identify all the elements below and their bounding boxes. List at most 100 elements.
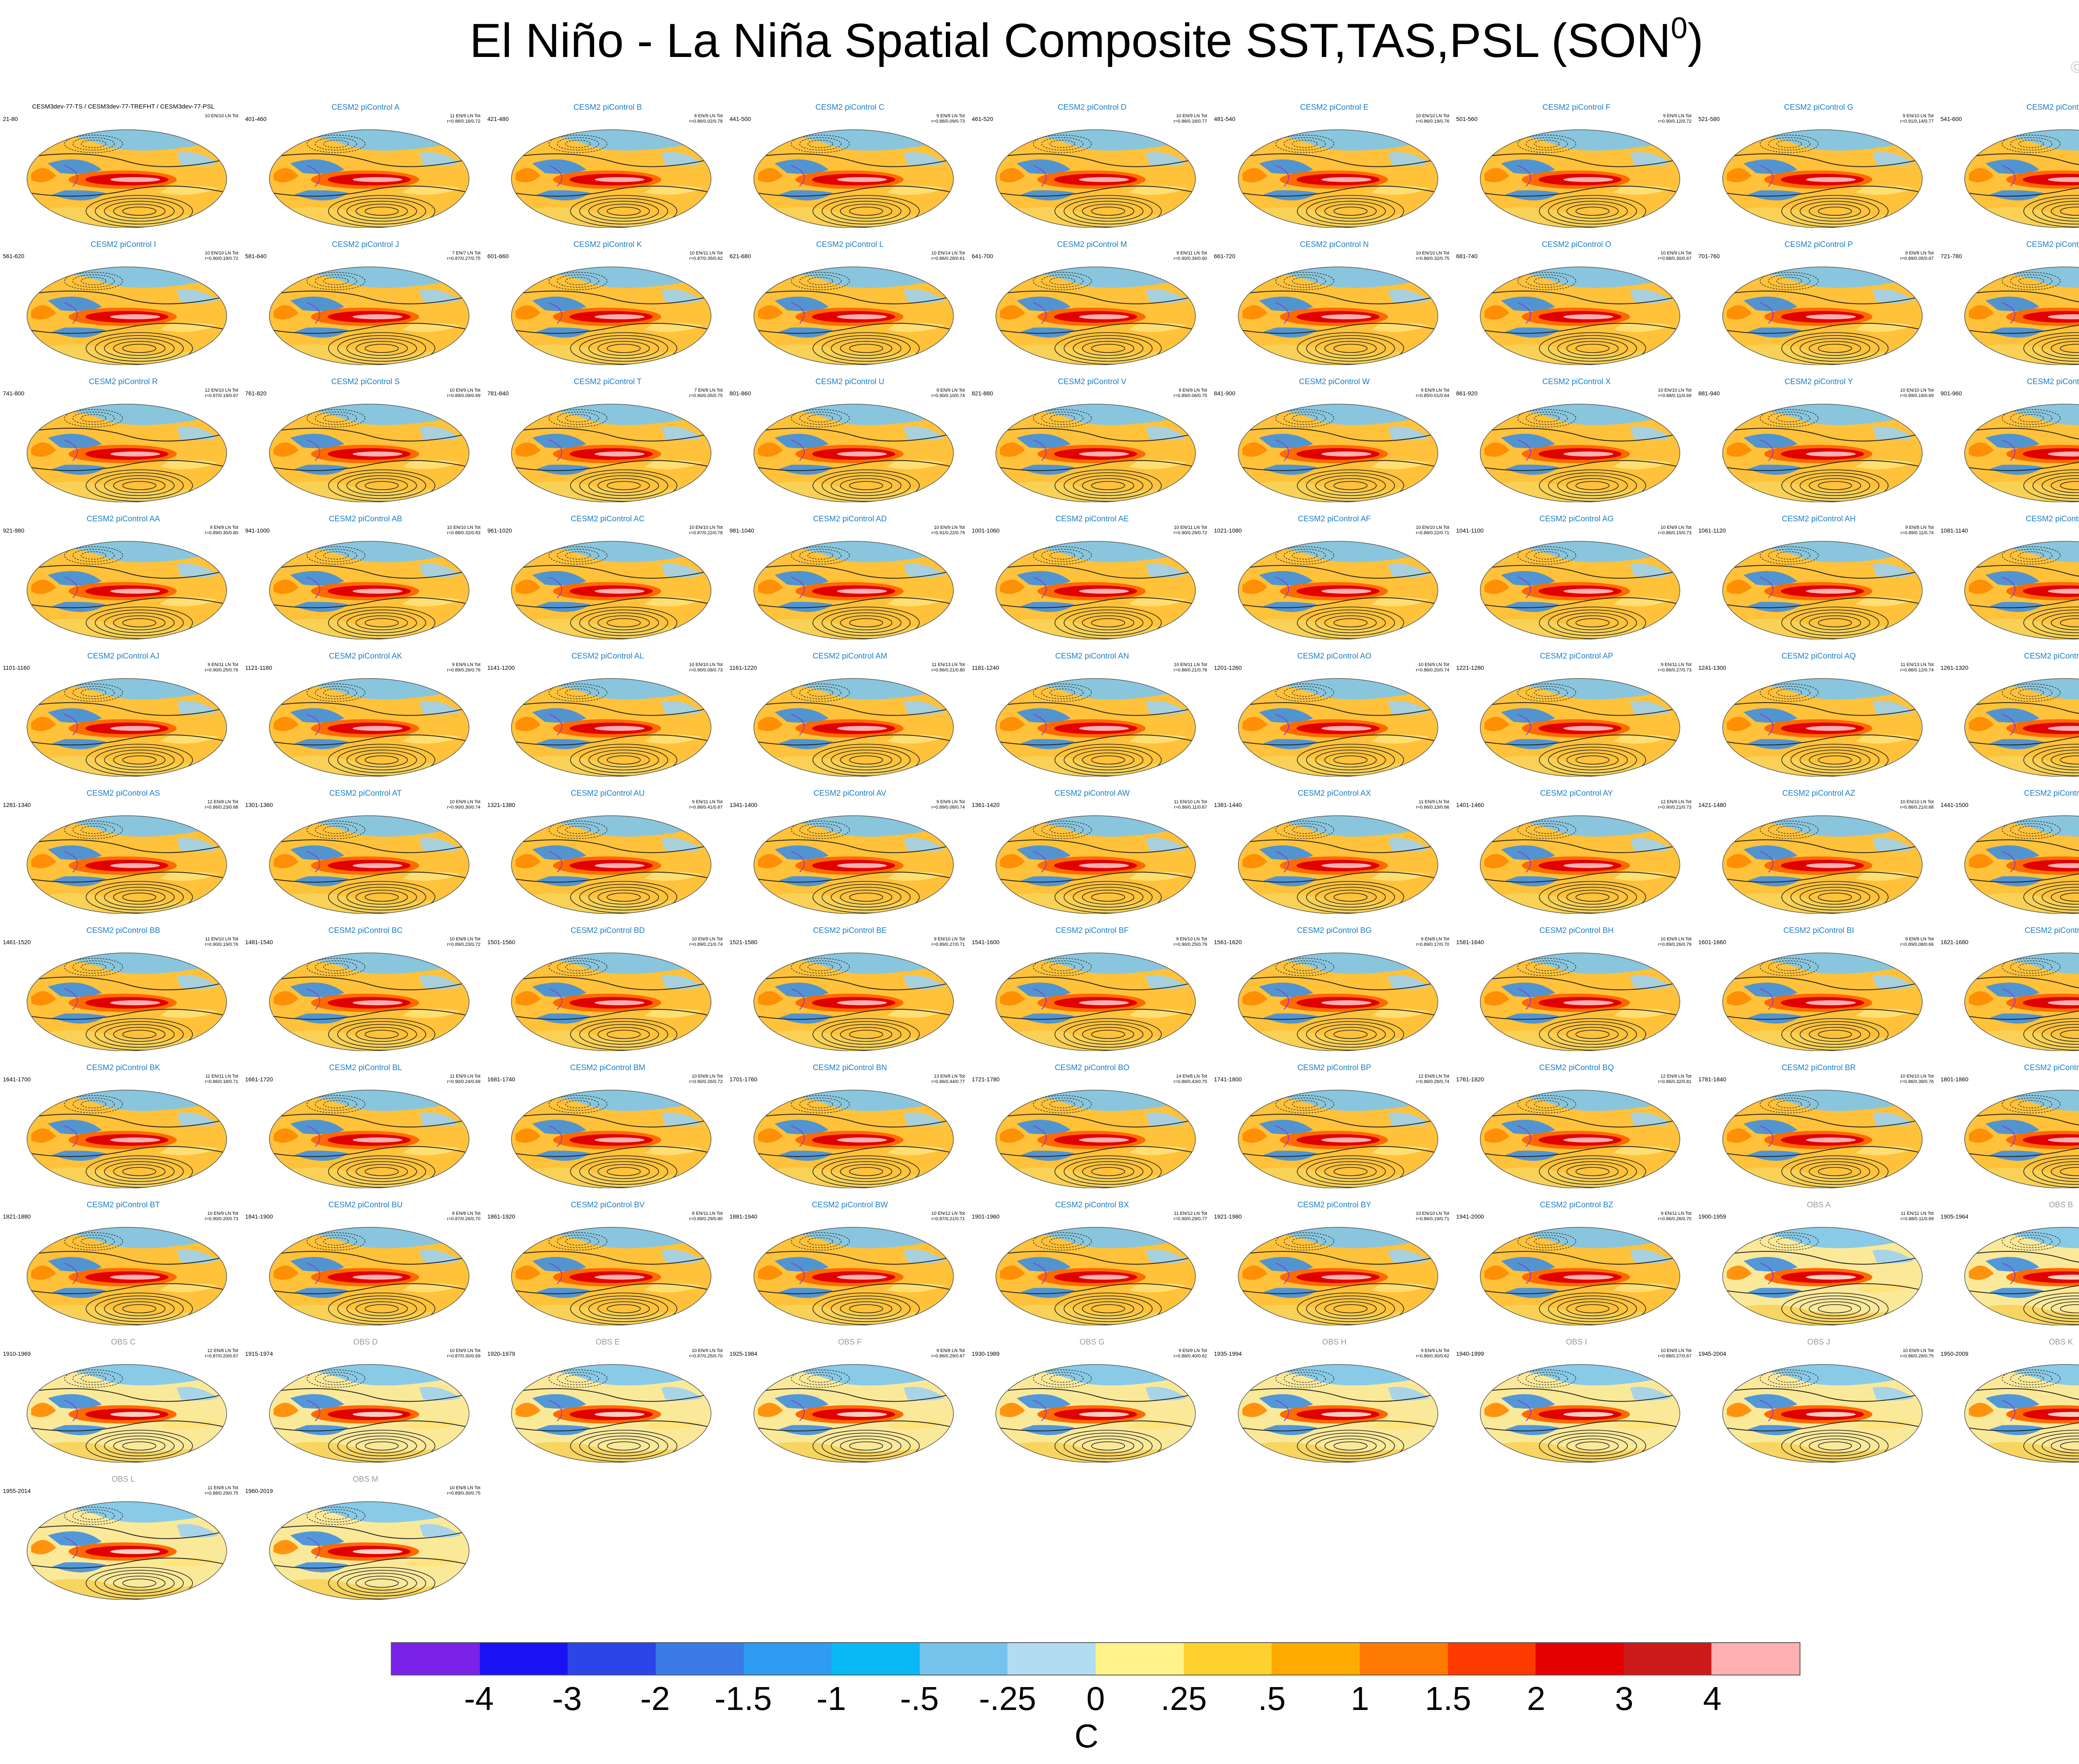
panel-stats: 8 EN/11 LN Tot r=0.89/0.29/0.80 bbox=[689, 1211, 723, 1221]
panel-title: CESM2 piControl BX bbox=[1055, 1201, 1129, 1209]
globe-map bbox=[27, 1227, 227, 1325]
panel-stats: 10 EN/9 LN Tot r=0.90/0.30/0.74 bbox=[447, 799, 481, 810]
globe-map bbox=[1722, 952, 1923, 1051]
panel-years: 441-500 bbox=[729, 116, 751, 122]
panel-stats: 10 EN/9 LN Tot r=0.86/0.20/0.74 bbox=[1416, 662, 1449, 673]
panel-stats: 10 EN/10 LN Tot r=0.90/0.08/0.73 bbox=[689, 662, 723, 673]
panel-title: CESM2 piControl BB bbox=[86, 926, 160, 935]
map-panel: CESM2 piControl W 841-900 9 EN/9 LN Tot r=0… bbox=[1213, 365, 1456, 502]
globe-map bbox=[269, 1227, 469, 1325]
globe-map bbox=[511, 404, 711, 502]
panel-grid: CESM3dev-77-TS / CESM3dev-77-TREFHT / CE… bbox=[2, 91, 2079, 1600]
map-panel: CESM2 piControl BU 1841-1900 8 EN/8 LN Tot… bbox=[244, 1188, 487, 1325]
globe-map bbox=[269, 541, 469, 639]
panel-years: 1041-1100 bbox=[1456, 527, 1484, 534]
map-panel: CESM2 piControl R 741-800 12 EN/10 LN Tot r… bbox=[2, 365, 244, 502]
globe-map bbox=[995, 266, 1196, 365]
panel-title: CESM2 piControl AY bbox=[1540, 789, 1613, 798]
panel-stats: 10 EN/10 LN Tot r=0.86/0.32/0.75 bbox=[1415, 251, 1449, 261]
map-panel: OBS I 1940-1999 10 EN/9 LN Tot r=0.88/0.27/… bbox=[1455, 1325, 1698, 1463]
panel-years: 921-980 bbox=[3, 527, 25, 534]
globe-map bbox=[269, 129, 469, 228]
panel-stats: 12 EN/8 LN Tot r=0.86/0.32/0.81 bbox=[1658, 1074, 1691, 1084]
colorbar-tick-label: -1.5 bbox=[714, 1680, 772, 1717]
globe-map bbox=[511, 815, 711, 914]
panel-years: 861-920 bbox=[1456, 390, 1478, 397]
map-panel: CESM2 piControl BM 1681-1740 10 EN/8 LN To… bbox=[486, 1051, 729, 1188]
panel-years: 701-760 bbox=[1698, 253, 1720, 259]
map-panel: CESM2 piControl BX 1901-1960 11 EN/12 LN T… bbox=[971, 1188, 1213, 1325]
panel-title: OBS A bbox=[1807, 1201, 1831, 1209]
globe-map bbox=[27, 404, 227, 502]
panel-title: CESM2 piControl N bbox=[1300, 240, 1369, 249]
panel-title: CESM2 piControl BG bbox=[1297, 926, 1372, 935]
globe-map bbox=[27, 952, 227, 1051]
panel-years: 1361-1420 bbox=[972, 802, 1000, 808]
panel-stats: 12 EN/9 LN Tot r=0.90/0.21/0.73 bbox=[1658, 799, 1691, 810]
globe-map bbox=[753, 815, 954, 914]
map-panel: CESM2 piControl AW 1361-1420 11 EN/10 LN T… bbox=[971, 777, 1213, 914]
panel-title: OBS D bbox=[353, 1338, 378, 1347]
panel-stats: 11 EN/13 LN Tot r=0.86/0.12/0.74 bbox=[1900, 662, 1934, 673]
globe-map bbox=[1480, 129, 1680, 228]
map-panel: OBS J 1945-2004 10 EN/9 LN Tot r=0.86/0.29/… bbox=[1698, 1325, 1940, 1463]
globe-map bbox=[27, 1364, 227, 1463]
panel-years: 1960-2019 bbox=[245, 1488, 273, 1494]
panel-years: 1241-1300 bbox=[1698, 664, 1726, 671]
globe-map bbox=[1964, 1227, 2079, 1325]
panel-title: CESM2 piControl X bbox=[1542, 377, 1611, 386]
map-panel: CESM2 piControl T 781-840 7 EN/8 LN Tot r=0… bbox=[486, 365, 729, 502]
panel-stats: 10 EN/11 LN Tot r=0.86/0.21/0.78 bbox=[1173, 662, 1207, 673]
globe-map bbox=[27, 129, 227, 228]
panel-stats: 9 EN/10 LN Tot r=0.89/0.27/0.71 bbox=[931, 937, 965, 947]
panel-years: 1181-1240 bbox=[972, 664, 999, 671]
panel-years: 1801-1860 bbox=[1941, 1076, 1968, 1083]
globe-map bbox=[995, 815, 1196, 914]
globe-map bbox=[511, 952, 711, 1051]
panel-stats: 10 EN/10 LN Tot r=0.86/0.22/0.71 bbox=[1415, 525, 1449, 535]
panel-years: 561-620 bbox=[3, 253, 25, 259]
panel-years: 881-940 bbox=[1698, 390, 1720, 397]
globe-map bbox=[753, 266, 954, 365]
panel-title: CESM2 piControl BD bbox=[570, 926, 645, 935]
globe-map bbox=[1964, 266, 2079, 365]
panel-years: 1121-1180 bbox=[245, 664, 272, 671]
panel-stats: 9 EN/9 LN Tot r=0.89/0.08/0.74 bbox=[931, 799, 965, 810]
panel-stats: 10 EN/14 LN Tot r=0.86/0.28/0.61 bbox=[931, 251, 965, 261]
globe-map bbox=[1964, 952, 2079, 1051]
globe-map bbox=[753, 1364, 954, 1463]
panel-title: CESM2 piControl BI bbox=[1783, 926, 1854, 935]
panel-years: 1950-2009 bbox=[1941, 1350, 1968, 1357]
panel-title: CESM2 piControl AI bbox=[2026, 515, 2079, 523]
globe-map bbox=[511, 678, 711, 777]
panel-title: OBS H bbox=[1322, 1338, 1347, 1347]
globe-map bbox=[27, 1090, 227, 1188]
panel-stats: 11 EN/8 LN Tot r=0.88/0.29/0.75 bbox=[205, 1485, 238, 1496]
globe-map bbox=[1964, 1090, 2079, 1188]
panel-title: CESM2 piControl BU bbox=[328, 1201, 403, 1209]
map-panel: OBS A 1900-1959 11 EN/11 LN Tot r=0.88/0.11… bbox=[1698, 1188, 1940, 1325]
panel-title: CESM2 piControl BL bbox=[329, 1063, 402, 1072]
panel-title: CESM2 piControl BK bbox=[86, 1063, 160, 1072]
colorbar-swatch bbox=[1096, 1643, 1184, 1675]
globe-map bbox=[753, 952, 954, 1051]
panel-title: CESM2 piControl M bbox=[1057, 240, 1127, 249]
panel-years: 1661-1720 bbox=[245, 1076, 273, 1083]
panel-stats: 10 EN/9 LN Tot r=0.88/0.27/0.67 bbox=[1658, 1348, 1691, 1359]
globe-map bbox=[269, 678, 469, 777]
panel-years: 1935-1994 bbox=[1214, 1350, 1242, 1357]
globe-map bbox=[1964, 541, 2079, 639]
map-panel: CESM2 piControl X 861-920 10 EN/10 LN Tot r… bbox=[1455, 365, 1698, 502]
panel-stats: 12 EN/8 LN Tot r=0.87/0.20/0.67 bbox=[205, 1348, 238, 1359]
panel-stats: 7 EN/7 LN Tot r=0.87/0.27/0.75 bbox=[447, 251, 481, 261]
map-panel: CESM2 piControl E 481-540 10 EN/10 LN Tot r… bbox=[1213, 91, 1456, 228]
panel-stats: 9 EN/8 LN Tot r=0.86/0.29/0.67 bbox=[931, 1348, 965, 1359]
panel-title: CESM2 piControl BC bbox=[328, 926, 403, 935]
panel-title: CESM2 piControl AF bbox=[1298, 515, 1371, 523]
panel-title: CESM2 piControl J bbox=[332, 240, 399, 249]
panel-years: 1481-1540 bbox=[245, 939, 273, 945]
panel-stats: 9 EN/9 LN Tot r=0.90/0.12/0.72 bbox=[1658, 113, 1691, 124]
map-panel: CESM2 piControl AT 1301-1360 10 EN/9 LN To… bbox=[244, 777, 487, 914]
panel-stats: 9 EN/8 LN Tot r=0.86/0.09/0.73 bbox=[931, 113, 965, 124]
panel-years: 1321-1380 bbox=[487, 802, 515, 808]
